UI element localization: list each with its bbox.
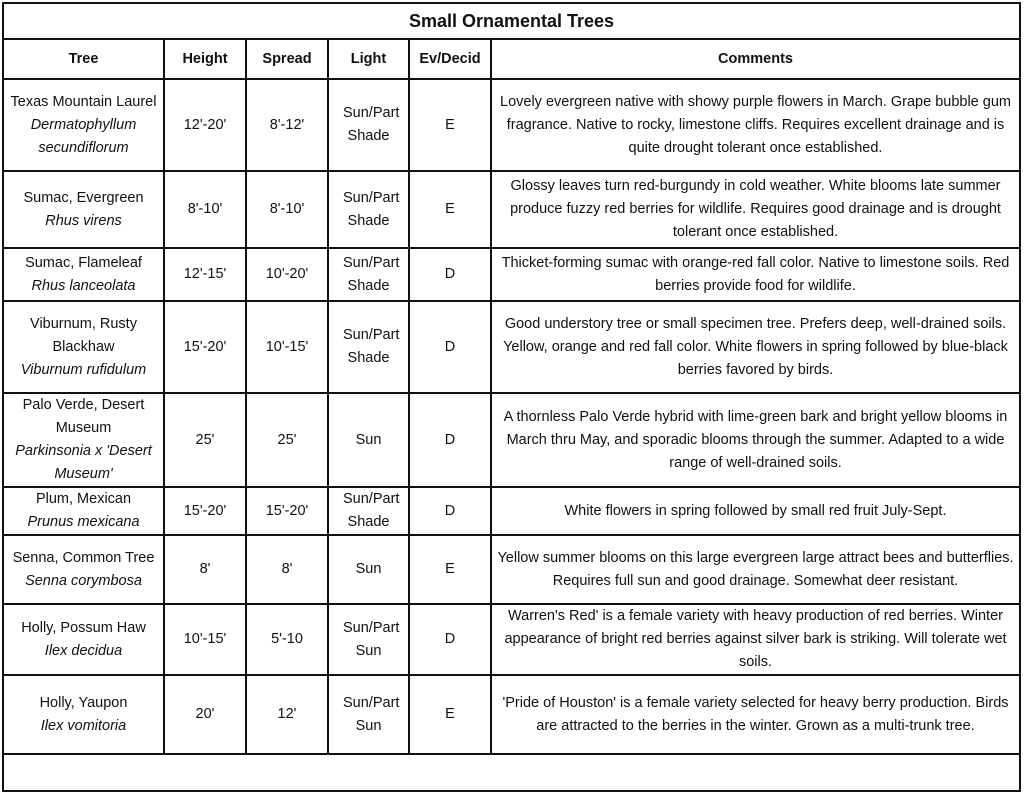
table-row: Holly, Yaupon Ilex vomitoria 20' 12' Sun/Par… (2, 674, 1021, 755)
comments-cell: Thicket-forming sumac with orange-red fa… (490, 247, 1021, 302)
table-row: Sumac, Evergreen Rhus virens 8'-10' 8'-10' S… (2, 170, 1021, 249)
comments-cell: White flowers in spring followed by smal… (490, 486, 1021, 536)
scientific-name: Viburnum rufidulum (20, 361, 147, 378)
tree-cell: Senna, Common Tree Senna corymbosa (2, 534, 165, 605)
common-name: Texas Mountain Laurel (10, 93, 157, 110)
height-cell: 12'-20' (163, 78, 247, 172)
height-cell: 8'-10' (163, 170, 247, 249)
light-cell: Sun/Part Shade (327, 247, 410, 302)
table-row: Sumac, Flameleaf Rhus lanceolata 12'-15' 10… (2, 247, 1021, 302)
blank-cell (2, 753, 1021, 792)
common-name: Palo Verde, Desert Museum (22, 397, 145, 436)
comments-cell: 'Pride of Houston' is a female variety s… (490, 674, 1021, 755)
ev-cell: E (408, 674, 492, 755)
tree-cell: Sumac, Evergreen Rhus virens (2, 170, 165, 249)
ev-cell: D (408, 247, 492, 302)
ev-cell: D (408, 300, 492, 394)
spread-cell: 10'-20' (245, 247, 329, 302)
common-name: Viburnum, Rusty Blackhaw (30, 315, 137, 355)
tree-cell: Viburnum, Rusty Blackhaw Viburnum rufidul… (2, 300, 165, 394)
scientific-name: Prunus mexicana (27, 514, 140, 530)
table-row: Texas Mountain Laurel Dermatophyllum secu… (2, 78, 1021, 172)
light-cell: Sun/Part Sun (327, 674, 410, 755)
table-row: Senna, Common Tree Senna corymbosa 8' 8' Sun… (2, 534, 1021, 605)
height-cell: 8' (163, 534, 247, 605)
column-header: Light (327, 38, 410, 80)
comments-cell: Good understory tree or small specimen t… (490, 300, 1021, 394)
comments-cell: Warren's Red' is a female variety with h… (490, 603, 1021, 676)
height-cell: 12'-15' (163, 247, 247, 302)
spread-cell: 8'-10' (245, 170, 329, 249)
scientific-name: Parkinsonia x 'Desert Museum' (15, 443, 152, 482)
comments-cell: Glossy leaves turn red-burgundy in cold … (490, 170, 1021, 249)
column-header: Spread (245, 38, 329, 80)
scientific-name: Dermatophyllum secundiflorum (30, 116, 137, 156)
column-header: Comments (490, 38, 1021, 80)
comments-cell: Yellow summer blooms on this large everg… (490, 534, 1021, 605)
table-row: Holly, Possum Haw Ilex decidua 10'-15' 5'-1… (2, 603, 1021, 676)
ev-cell: D (408, 603, 492, 676)
height-cell: 25' (163, 392, 247, 488)
tree-cell: Holly, Yaupon Ilex vomitoria (2, 674, 165, 755)
ev-cell: D (408, 392, 492, 488)
table-row: Palo Verde, Desert Museum Parkinsonia x '… (2, 392, 1021, 488)
tree-cell: Sumac, Flameleaf Rhus lanceolata (2, 247, 165, 302)
height-cell: 15'-20' (163, 300, 247, 394)
tree-cell: Palo Verde, Desert Museum Parkinsonia x '… (2, 392, 165, 488)
light-cell: Sun/Part Shade (327, 170, 410, 249)
height-cell: 20' (163, 674, 247, 755)
common-name: Sumac, Flameleaf (25, 254, 142, 271)
spread-cell: 8'-12' (245, 78, 329, 172)
ev-cell: E (408, 78, 492, 172)
common-name: Holly, Yaupon (39, 694, 128, 711)
common-name: Plum, Mexican (35, 491, 132, 507)
height-cell: 15'-20' (163, 486, 247, 536)
scientific-name: Senna corymbosa (25, 572, 142, 589)
light-cell: Sun/Part Shade (327, 486, 410, 536)
scientific-name: Ilex decidua (44, 642, 123, 659)
common-name: Senna, Common Tree (12, 549, 155, 566)
comments-cell: A thornless Palo Verde hybrid with lime-… (490, 392, 1021, 488)
table-title: Small Ornamental Trees (2, 2, 1021, 40)
tree-cell: Plum, Mexican Prunus mexicana (2, 486, 165, 536)
spread-cell: 12' (245, 674, 329, 755)
ev-cell: E (408, 534, 492, 605)
scientific-name: Rhus lanceolata (31, 277, 136, 294)
blank-row (2, 753, 1021, 792)
common-name: Holly, Possum Haw (21, 619, 146, 636)
light-cell: Sun/Part Shade (327, 300, 410, 394)
column-header: Ev/Decid (408, 38, 492, 80)
common-name: Sumac, Evergreen (23, 189, 144, 206)
column-header: Tree (2, 38, 165, 80)
table-row: Plum, Mexican Prunus mexicana 15'-20' 15'-2… (2, 486, 1021, 536)
tree-cell: Texas Mountain Laurel Dermatophyllum secu… (2, 78, 165, 172)
light-cell: Sun (327, 392, 410, 488)
height-cell: 10'-15' (163, 603, 247, 676)
ev-cell: E (408, 170, 492, 249)
spread-cell: 10'-15' (245, 300, 329, 394)
light-cell: Sun/Part Sun (327, 603, 410, 676)
spread-cell: 25' (245, 392, 329, 488)
scientific-name: Rhus virens (45, 212, 122, 229)
light-cell: Sun/Part Shade (327, 78, 410, 172)
tree-cell: Holly, Possum Haw Ilex decidua (2, 603, 165, 676)
table-row: Viburnum, Rusty Blackhaw Viburnum rufidul… (2, 300, 1021, 394)
light-cell: Sun (327, 534, 410, 605)
scientific-name: Ilex vomitoria (40, 717, 127, 734)
comments-cell: Lovely evergreen native with showy purpl… (490, 78, 1021, 172)
spread-cell: 15'-20' (245, 486, 329, 536)
column-header: Height (163, 38, 247, 80)
spread-cell: 5'-10 (245, 603, 329, 676)
spread-cell: 8' (245, 534, 329, 605)
ev-cell: D (408, 486, 492, 536)
